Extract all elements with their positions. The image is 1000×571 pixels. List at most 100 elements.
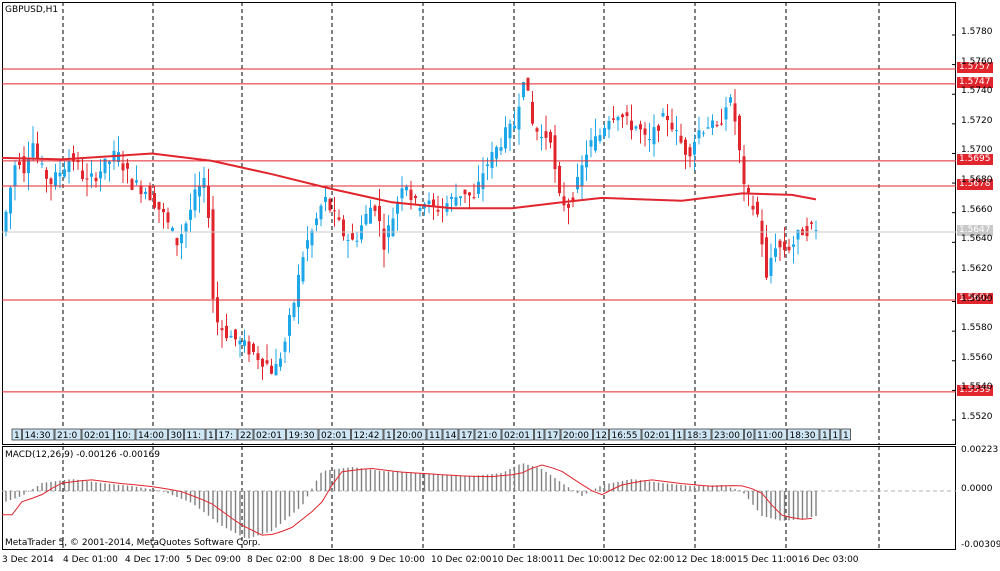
candle-body bbox=[130, 179, 134, 190]
candle-body bbox=[121, 163, 125, 171]
price-chart-canvas[interactable]: 1 14:30 21:0 02:01 10: 14:00 30 11: 1 17: 22 02:01 1… bbox=[2, 2, 956, 445]
event-marker-label: 14:30 bbox=[25, 431, 51, 441]
time-tick-label: 15 Dec 11:00 bbox=[737, 555, 798, 565]
candle-body bbox=[594, 136, 597, 151]
event-marker bbox=[318, 428, 351, 441]
candle-body bbox=[310, 230, 314, 246]
price-tick-label: 1.5600 bbox=[961, 293, 993, 304]
candle-body bbox=[283, 341, 287, 352]
time-tick-label: 10 Dec 18:00 bbox=[492, 555, 553, 565]
candle-body bbox=[634, 126, 638, 129]
candle-body bbox=[351, 233, 354, 240]
event-marker-label: 1 bbox=[822, 431, 828, 441]
level-price-tag: 1.5678 bbox=[957, 179, 993, 191]
candle-body bbox=[783, 241, 786, 251]
candle-body bbox=[328, 198, 332, 211]
candle-body bbox=[319, 205, 323, 220]
candle-body bbox=[297, 274, 300, 307]
event-marker bbox=[237, 428, 254, 441]
event-marker bbox=[205, 428, 216, 441]
candle-body bbox=[589, 140, 593, 147]
candle-body bbox=[571, 197, 575, 202]
candle-body bbox=[805, 225, 809, 237]
candle-body bbox=[40, 163, 44, 165]
candle-body bbox=[45, 170, 48, 179]
candle-body bbox=[702, 132, 705, 134]
candle-body bbox=[598, 135, 602, 141]
candle-body bbox=[468, 192, 471, 196]
candle-body bbox=[733, 103, 737, 122]
macd-canvas[interactable] bbox=[2, 446, 956, 550]
event-marker bbox=[135, 428, 168, 441]
candle-body bbox=[180, 234, 183, 244]
candle-body bbox=[562, 196, 566, 206]
candle-body bbox=[139, 185, 143, 195]
macd-indicator-pane[interactable] bbox=[2, 446, 956, 550]
candle-body bbox=[22, 156, 26, 174]
candle-body bbox=[58, 172, 62, 177]
event-marker-label: 02:01 bbox=[84, 431, 110, 441]
candle-body bbox=[463, 189, 467, 195]
event-marker bbox=[593, 428, 609, 441]
candle-body bbox=[189, 209, 192, 220]
candle-body bbox=[657, 125, 660, 131]
candles-group bbox=[4, 77, 818, 380]
event-marker bbox=[253, 428, 286, 441]
candle-body bbox=[652, 127, 656, 145]
copyright-label: MetaTrader 5, © 2001-2014, MetaQuotes So… bbox=[5, 538, 261, 548]
event-marker-label: 02:01 bbox=[504, 431, 530, 441]
event-marker bbox=[22, 428, 55, 441]
price-chart-pane[interactable]: 1 14:30 21:0 02:01 10: 14:00 30 11: 1 17: 22 02:01 1… bbox=[2, 2, 956, 445]
candle-body bbox=[544, 131, 548, 138]
candle-body bbox=[760, 220, 764, 245]
event-marker bbox=[383, 428, 394, 441]
candle-body bbox=[810, 222, 813, 224]
candle-body bbox=[324, 196, 327, 202]
event-marker bbox=[351, 428, 384, 441]
candle-body bbox=[270, 365, 273, 374]
candle-body bbox=[688, 147, 692, 157]
candle-body bbox=[63, 169, 66, 177]
candle-body bbox=[18, 161, 21, 166]
candle-body bbox=[607, 120, 611, 130]
candle-body bbox=[549, 131, 552, 143]
time-tick-label: 3 Dec 2014 bbox=[2, 555, 54, 565]
event-marker-label: 1 bbox=[833, 431, 839, 441]
candle-body bbox=[531, 101, 534, 124]
candle-body bbox=[796, 229, 800, 240]
candle-body bbox=[211, 209, 215, 299]
candle-body bbox=[486, 164, 489, 167]
candle-body bbox=[252, 343, 255, 352]
macd-tick-label: 0.0000 bbox=[961, 484, 993, 494]
level-price-tag: 1.5601 bbox=[957, 293, 993, 305]
candle-body bbox=[729, 97, 732, 103]
event-marker-label: 17 bbox=[547, 431, 558, 441]
candle-body bbox=[13, 165, 17, 187]
event-marker bbox=[674, 428, 685, 441]
macd-tick-label: 0.00223 bbox=[961, 445, 999, 455]
candle-body bbox=[756, 201, 759, 215]
candle-body bbox=[576, 177, 579, 190]
candle-body bbox=[414, 195, 417, 199]
candle-body bbox=[216, 297, 219, 323]
time-tick-label: 4 Dec 01:00 bbox=[63, 555, 118, 565]
candle-body bbox=[342, 219, 345, 237]
candle-body bbox=[292, 302, 296, 318]
event-marker-label: 0 bbox=[747, 431, 753, 441]
event-marker bbox=[711, 428, 744, 441]
candle-body bbox=[396, 201, 399, 214]
time-tick-label: 9 Dec 10:00 bbox=[370, 555, 425, 565]
event-marker bbox=[787, 428, 820, 441]
candle-body bbox=[711, 120, 714, 128]
candle-body bbox=[558, 165, 561, 194]
candle-body bbox=[184, 223, 188, 232]
candle-body bbox=[508, 123, 512, 139]
level-price-tag: 1.5757 bbox=[957, 62, 993, 74]
event-marker bbox=[754, 428, 787, 441]
event-marker-label: 17 bbox=[461, 431, 472, 441]
candle-body bbox=[373, 205, 377, 211]
candle-body bbox=[553, 135, 557, 170]
time-tick-label: 10 Dec 02:00 bbox=[431, 555, 492, 565]
time-axis: 3 Dec 2014 4 Dec 01:00 4 Dec 17:00 5 Dec 09… bbox=[0, 551, 1000, 571]
